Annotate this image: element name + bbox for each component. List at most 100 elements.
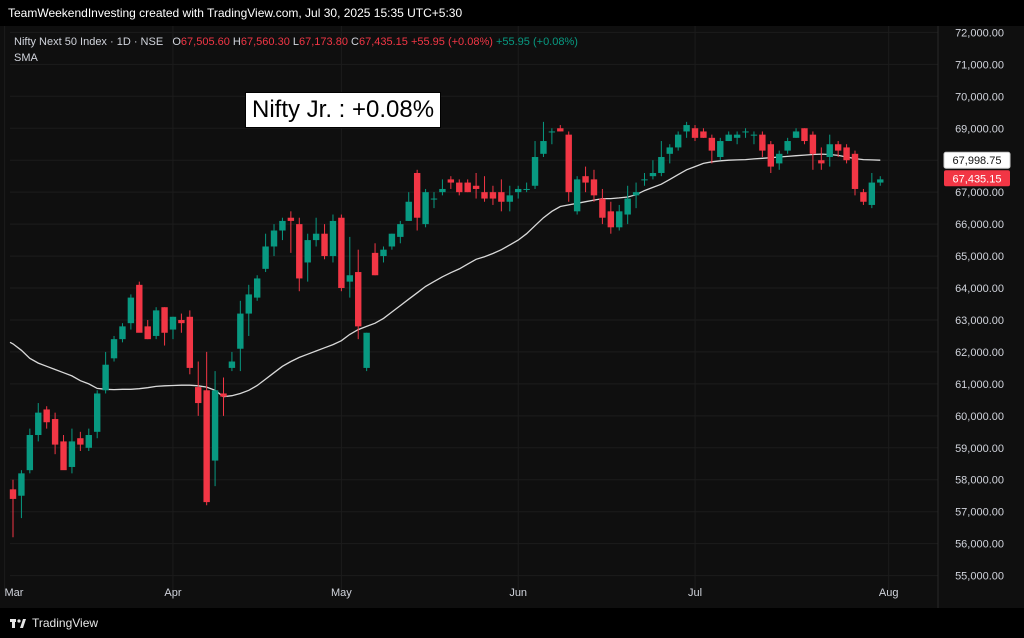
price-labels: 67,998.75 67,435.15 <box>943 151 1011 187</box>
y-tick-label: 57,000.00 <box>955 507 1004 519</box>
x-tick-label: May <box>331 587 352 599</box>
candle-body <box>18 473 25 496</box>
candle <box>607 201 615 234</box>
chart-legend: Nifty Next 50 Index · 1D · NSE O67,505.6… <box>14 34 578 66</box>
candle-body <box>464 182 471 193</box>
candle <box>860 188 867 205</box>
candle-body <box>877 179 884 183</box>
legend-symbol[interactable]: Nifty Next 50 Index · 1D · NSE <box>14 36 164 48</box>
price-label-text: 67,435.15 <box>953 173 1002 185</box>
attribution-banner: TeamWeekendInvesting created with Tradin… <box>0 0 1024 26</box>
candle <box>489 185 497 205</box>
candle-body <box>472 185 480 189</box>
candle-body <box>228 361 236 368</box>
candle <box>110 335 118 362</box>
legend-low-label: L <box>292 36 299 48</box>
candle-body <box>590 179 598 196</box>
candle <box>674 131 682 151</box>
candle-body <box>220 393 227 397</box>
candle-body <box>481 192 488 199</box>
legend-change: +55.95 (+0.08%) <box>410 36 493 48</box>
candle <box>237 300 244 372</box>
y-tick-label: 59,000.00 <box>955 443 1004 455</box>
legend-indicator-sma[interactable]: SMA <box>14 52 38 64</box>
candle <box>843 144 850 164</box>
candle <box>203 351 210 506</box>
candle <box>329 214 337 263</box>
candle-body <box>195 387 202 404</box>
candle <box>548 128 556 145</box>
candle <box>211 371 219 487</box>
candle-body <box>641 179 648 181</box>
candle-body <box>405 201 412 221</box>
candle-body <box>68 441 76 467</box>
candle <box>220 377 227 416</box>
candle <box>18 470 25 519</box>
legend-open-value: 67,505.60 <box>180 36 230 48</box>
candlestick-chart[interactable]: 55,000.00 56,000.00 57,000.00 58,000.00 59,0… <box>0 26 1024 608</box>
candle <box>616 204 623 231</box>
sma-line-group <box>9 153 881 398</box>
candle-body <box>792 131 800 138</box>
candle <box>338 214 345 292</box>
candle <box>430 192 438 209</box>
legend-high-label: H <box>232 36 241 48</box>
candle-body <box>498 192 505 202</box>
candle-body <box>658 157 665 173</box>
candle <box>26 428 34 474</box>
y-tick-label: 62,000.00 <box>955 347 1004 359</box>
tradingview-logo-icon[interactable] <box>10 616 26 630</box>
candle-body <box>338 217 345 289</box>
candle <box>472 172 480 199</box>
candle <box>169 316 177 340</box>
candle <box>186 310 194 375</box>
candle <box>94 390 101 439</box>
candle <box>666 144 673 164</box>
candle <box>270 224 278 257</box>
candle <box>321 224 328 260</box>
price-axis[interactable]: 55,000.00 56,000.00 57,000.00 58,000.00 59,0… <box>937 26 1004 608</box>
candle-body <box>355 272 362 327</box>
legend-open-label: O <box>172 36 181 48</box>
candle <box>851 150 859 196</box>
candle <box>422 188 429 228</box>
candle-body <box>178 319 185 324</box>
price-label-bg <box>943 151 1011 169</box>
candle <box>355 249 362 340</box>
candle <box>60 435 67 471</box>
candle-body <box>489 192 497 199</box>
candle-body <box>708 137 716 151</box>
candle-body <box>388 233 396 247</box>
candle-body <box>262 246 269 269</box>
candle-body <box>43 409 50 423</box>
x-tick-label: Jun <box>509 587 527 599</box>
price-label-bg <box>944 170 1010 187</box>
candle-body <box>506 195 513 202</box>
candle-body <box>296 224 303 279</box>
candle <box>119 323 126 343</box>
candle-body <box>632 192 640 196</box>
candle <box>228 351 236 372</box>
candle-body <box>279 220 286 231</box>
legend-change-abs: +55.95 (+0.08%) <box>495 36 578 48</box>
y-tick-label: 58,000.00 <box>955 475 1004 487</box>
candle-body <box>523 188 530 190</box>
candle-body <box>85 435 92 448</box>
time-axis[interactable]: Mar Apr May Jun Jul Aug <box>5 587 899 599</box>
candle <box>834 141 842 158</box>
candle-body <box>329 220 337 257</box>
price-label-text: 67,998.75 <box>953 155 1002 167</box>
candle-body <box>186 316 194 368</box>
candle-body <box>169 316 177 330</box>
chart-grid <box>4 26 938 592</box>
footer-brand[interactable]: TradingView <box>32 616 99 630</box>
candle-body <box>557 128 564 132</box>
candle-body <box>119 326 126 340</box>
candle-body <box>77 438 84 445</box>
candle-body <box>439 188 446 193</box>
legend-high-value: 67,560.30 <box>240 36 290 48</box>
candle-body <box>801 128 808 142</box>
candle-body <box>397 224 404 237</box>
candle-body <box>35 412 42 436</box>
candle <box>767 141 774 173</box>
